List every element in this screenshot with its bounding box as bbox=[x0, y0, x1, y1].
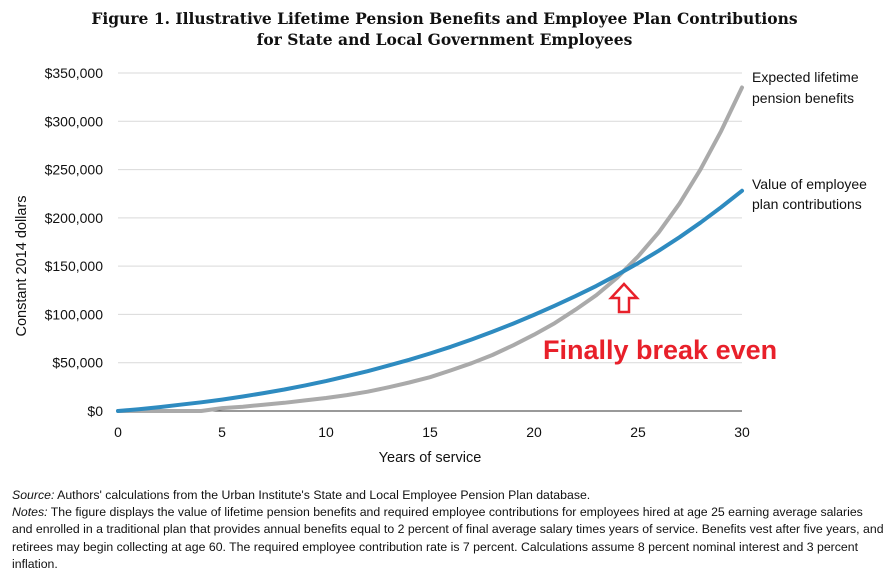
break-even-annotation: Finally break even bbox=[543, 335, 777, 365]
series-lines bbox=[116, 85, 744, 413]
x-axis-ticks: 0 5 10 15 20 25 30 bbox=[114, 424, 750, 440]
series-label-contributions-line1: Value of employee bbox=[752, 176, 867, 192]
y-tick-label: $200,000 bbox=[45, 210, 104, 226]
y-tick-label: $350,000 bbox=[45, 65, 104, 81]
notes-text: The figure displays the value of lifetim… bbox=[12, 505, 884, 571]
series-line-benefits bbox=[116, 85, 744, 413]
line-chart: $0 $50,000 $100,000 $150,000 $200,000 $250,00… bbox=[14, 65, 867, 466]
source-note: Source: Authors' calculations from the U… bbox=[12, 487, 884, 504]
y-tick-label: $250,000 bbox=[45, 162, 104, 178]
x-tick-label: 5 bbox=[218, 424, 226, 440]
figure-notes: Source: Authors' calculations from the U… bbox=[12, 487, 884, 573]
y-tick-label: $150,000 bbox=[45, 258, 104, 274]
x-tick-label: 0 bbox=[114, 424, 122, 440]
x-tick-label: 20 bbox=[526, 424, 542, 440]
x-tick-label: 10 bbox=[318, 424, 334, 440]
y-tick-label: $100,000 bbox=[45, 306, 104, 322]
series-label-benefits-line1: Expected lifetime bbox=[752, 69, 859, 85]
chart-title: Figure 1. Illustrative Lifetime Pension … bbox=[0, 8, 889, 50]
chart-title-line2: for State and Local Government Employees bbox=[256, 30, 633, 49]
x-tick-label: 15 bbox=[422, 424, 438, 440]
source-label: Source: bbox=[12, 488, 55, 502]
chart-title-line1: Figure 1. Illustrative Lifetime Pension … bbox=[91, 9, 798, 28]
y-tick-label: $50,000 bbox=[52, 355, 103, 371]
notes-note: Notes: The figure displays the value of … bbox=[12, 504, 884, 573]
gridlines bbox=[118, 72, 742, 364]
y-tick-label: $300,000 bbox=[45, 113, 104, 129]
source-text: Authors' calculations from the Urban Ins… bbox=[54, 488, 591, 502]
y-axis-ticks: $0 $50,000 $100,000 $150,000 $200,000 $250,00… bbox=[45, 65, 104, 419]
y-tick-label: $0 bbox=[87, 403, 103, 419]
notes-label: Notes: bbox=[12, 505, 48, 520]
series-label-contributions-line2: plan contributions bbox=[752, 196, 862, 212]
x-tick-label: 30 bbox=[734, 424, 750, 440]
break-even-arrow bbox=[608, 282, 640, 314]
x-tick-label: 25 bbox=[630, 424, 646, 440]
y-axis-label: Constant 2014 dollars bbox=[14, 195, 30, 336]
x-axis-label: Years of service bbox=[379, 450, 482, 466]
series-label-benefits-line2: pension benefits bbox=[752, 90, 854, 106]
series-line-contributions bbox=[116, 188, 744, 413]
